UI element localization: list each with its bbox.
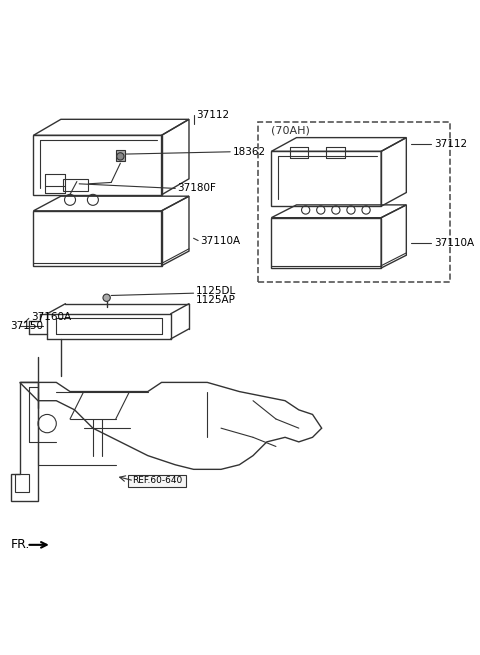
Text: 1125AP: 1125AP (196, 295, 236, 305)
Text: 18362: 18362 (232, 147, 265, 157)
Text: REF.60-640: REF.60-640 (132, 476, 182, 485)
Text: 37112: 37112 (196, 110, 229, 120)
Bar (258, 122, 450, 282)
Text: 37160A: 37160A (31, 312, 71, 322)
Circle shape (117, 153, 124, 160)
FancyBboxPatch shape (128, 475, 186, 487)
Text: FR.: FR. (11, 538, 30, 552)
Text: 37110A: 37110A (434, 238, 474, 248)
Bar (15, 474, 29, 492)
Circle shape (103, 294, 110, 301)
Text: 37112: 37112 (434, 140, 467, 149)
Text: 37180F: 37180F (178, 183, 216, 193)
Text: 37150: 37150 (11, 322, 44, 331)
Text: (70AH): (70AH) (271, 126, 310, 136)
Text: 1125DL: 1125DL (196, 286, 236, 296)
Polygon shape (116, 149, 125, 161)
Text: 37110A: 37110A (201, 236, 240, 246)
